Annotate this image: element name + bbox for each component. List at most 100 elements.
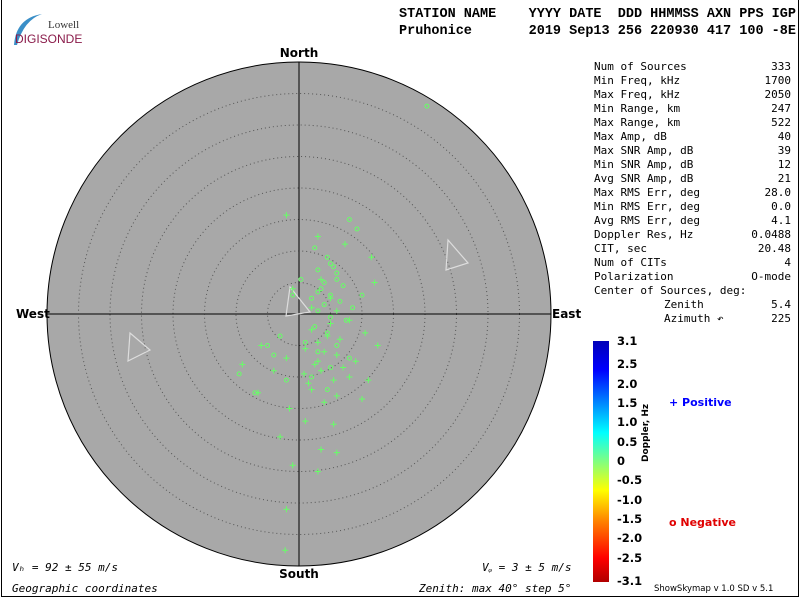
negative-point xyxy=(343,317,349,323)
negative-point xyxy=(271,352,277,358)
colorbar-tick: -0.5 xyxy=(617,473,643,488)
positive-point xyxy=(327,295,334,302)
negative-point xyxy=(328,292,333,298)
negative-point xyxy=(321,302,327,308)
positive-point xyxy=(324,333,331,340)
legend-positive-label: Positive xyxy=(682,396,732,409)
stat-row: Max RMS Err, deg 28.0 xyxy=(594,186,791,200)
positive-point xyxy=(346,317,353,324)
stat-row: Min Freq, kHz 1700 xyxy=(594,74,791,88)
negative-point xyxy=(324,330,330,336)
colorbar-tick: 1.5 xyxy=(617,395,638,410)
positive-point xyxy=(318,276,325,283)
positive-point xyxy=(333,392,340,399)
header-line-1: STATION NAME YYYY DATE DDD HHMMSS AXN PP… xyxy=(399,7,796,22)
negative-point xyxy=(334,276,340,282)
stat-label: Num of Sources xyxy=(594,60,687,73)
negative-point xyxy=(312,245,318,251)
positive-point xyxy=(362,329,369,336)
negative-point xyxy=(331,264,337,270)
colorbar-tick: -2.0 xyxy=(617,531,643,546)
label-east: East xyxy=(552,307,581,321)
negative-point xyxy=(350,305,356,311)
negative-point xyxy=(318,286,324,292)
zenith-scale: Zenith: max 40° step 5° xyxy=(419,582,572,595)
positive-point xyxy=(270,367,277,374)
negative-point xyxy=(290,292,296,298)
positive-point xyxy=(305,380,312,387)
positive-point xyxy=(318,367,325,374)
positive-point xyxy=(336,336,343,343)
positive-point xyxy=(283,506,290,513)
negative-point xyxy=(424,103,430,109)
stat-value: 28.0 xyxy=(764,186,792,199)
stat-row: Zenith 5.4 xyxy=(594,298,791,312)
positive-point xyxy=(255,389,262,396)
colorbar-tick: 1.0 xyxy=(617,415,638,430)
positive-point xyxy=(333,351,340,358)
stat-row: Doppler Res, Hz 0.0488 xyxy=(594,228,791,242)
negative-point xyxy=(265,343,270,348)
positive-point xyxy=(318,446,325,453)
stat-label: CIT, sec xyxy=(594,242,647,255)
positive-point xyxy=(283,212,290,219)
stat-row: Avg RMS Err, deg 4.1 xyxy=(594,214,791,228)
colorbar-tick: -1.0 xyxy=(617,492,643,507)
negative-point xyxy=(283,377,289,383)
negative-point xyxy=(315,308,321,314)
colorbar-tick: 2.0 xyxy=(617,376,638,391)
stat-label: Center of Sources, deg: xyxy=(594,284,747,297)
stat-row: Min Range, km 247 xyxy=(594,102,791,116)
colorbar-label: Doppler, Hz xyxy=(641,403,651,462)
stat-label: Max Amp, dB xyxy=(594,130,667,143)
positive-point xyxy=(302,345,309,352)
stat-label: Avg RMS Err, deg xyxy=(594,214,700,227)
stat-value: 0.0488 xyxy=(751,228,791,241)
stat-label: Zenith xyxy=(664,298,704,311)
positive-point xyxy=(302,418,309,425)
positive-point xyxy=(321,348,328,355)
colorbar-tick: -1.5 xyxy=(617,512,643,527)
colorbar-tick: -2.5 xyxy=(617,550,643,565)
positive-point xyxy=(333,449,340,456)
stat-value: 247 xyxy=(771,102,791,115)
negative-point xyxy=(277,333,283,339)
label-north: North xyxy=(280,46,318,60)
stat-value: 39 xyxy=(777,144,791,157)
stat-label: Min RMS Err, deg xyxy=(594,200,700,213)
positive-point xyxy=(352,358,359,365)
colorbar-tick: 0.5 xyxy=(617,434,638,449)
stat-label: Polarization xyxy=(594,270,674,283)
positive-point xyxy=(277,433,284,440)
stat-label: Azimuth ↶ xyxy=(664,312,724,325)
antenna-marker xyxy=(127,331,152,363)
colorbar-tick: -3.1 xyxy=(617,574,643,588)
positive-point xyxy=(308,326,315,333)
positive-point xyxy=(330,377,337,384)
colorbar-tick: 3.1 xyxy=(617,334,638,348)
stat-label: Max Freq, kHz xyxy=(594,88,681,101)
negative-point xyxy=(328,365,333,371)
stats-panel: Num of Sources 333 Min Freq, kHz 1700 Max Fr… xyxy=(594,60,791,326)
positive-point xyxy=(314,339,321,346)
positive-point xyxy=(301,370,308,377)
legend-negative: o Negative xyxy=(669,516,737,529)
stat-value: 21 xyxy=(777,172,791,185)
positive-point xyxy=(308,304,315,311)
negative-point xyxy=(309,374,315,380)
negative-point xyxy=(321,280,327,285)
stat-value: 4 xyxy=(784,256,791,269)
positive-point xyxy=(330,421,337,428)
negative-point xyxy=(312,324,318,330)
digisonde-logo: Lowell DIGISONDE xyxy=(10,10,90,50)
positive-point xyxy=(311,361,318,368)
negative-point xyxy=(334,270,340,276)
negative-point xyxy=(324,387,330,393)
stat-value: 522 xyxy=(771,116,791,129)
negative-point xyxy=(315,289,321,295)
stat-value: 40 xyxy=(777,130,791,143)
version-label: ShowSkymap v 1.0 SD v 5.1 xyxy=(654,584,774,594)
positive-point xyxy=(258,342,265,349)
positive-point xyxy=(327,320,334,327)
positive-point xyxy=(282,547,289,554)
